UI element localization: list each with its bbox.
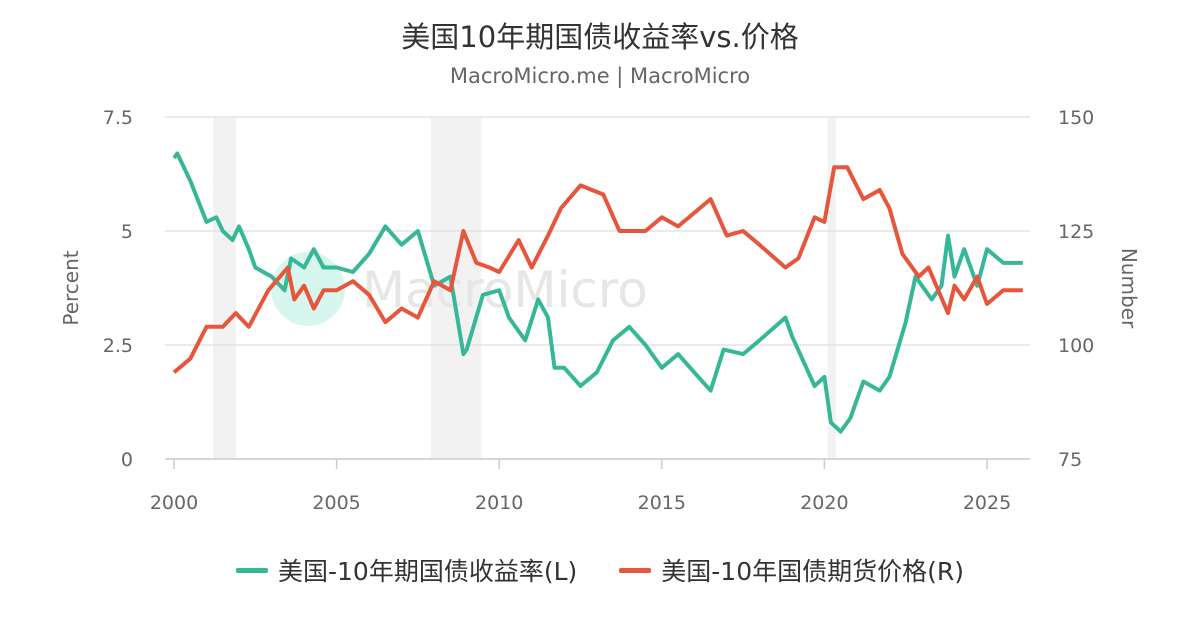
legend-label: 美国-10年国债期货价格(R) <box>661 557 964 586</box>
recession-band <box>430 117 482 459</box>
x-tick-label: 2005 <box>312 492 360 514</box>
right-tick-label: 125 <box>1058 221 1094 243</box>
left-axis-label: Percent <box>59 250 83 325</box>
right-axis-label: Number <box>1117 248 1141 329</box>
left-tick-label: 0 <box>121 449 133 471</box>
yield-series-line <box>172 151 1023 434</box>
legend: 美国-10年期国债收益率(L) 美国-10年国债期货价格(R) <box>0 552 1200 588</box>
chart-subtitle: MacroMicro.me | MacroMicro <box>449 64 751 88</box>
recession-band <box>827 117 836 459</box>
legend-swatch <box>619 567 652 573</box>
left-tick-label: 5 <box>121 221 133 243</box>
chart-title: 美国10年期国债收益率vs.价格 <box>401 20 799 54</box>
x-tick-label: 2015 <box>638 492 686 514</box>
legend-label: 美国-10年期国债收益率(L) <box>278 557 578 586</box>
x-tick-label: 2025 <box>963 492 1011 514</box>
legend-swatch <box>236 567 268 573</box>
legend-item-yield[interactable]: 美国-10年期国债收益率(L) <box>236 552 577 588</box>
right-tick-label: 150 <box>1058 107 1094 129</box>
x-tick-label: 2010 <box>475 492 523 514</box>
left-tick-label: 7.5 <box>103 107 133 129</box>
right-tick-label: 100 <box>1058 335 1094 357</box>
x-tick-label: 2020 <box>800 492 848 514</box>
left-tick-label: 2.5 <box>103 335 133 357</box>
x-tick-label: 2000 <box>150 492 198 514</box>
recession-band <box>213 117 236 459</box>
price-series-line <box>172 165 1023 374</box>
right-tick-label: 75 <box>1058 449 1082 471</box>
legend-item-price[interactable]: 美国-10年国债期货价格(R) <box>619 552 964 588</box>
